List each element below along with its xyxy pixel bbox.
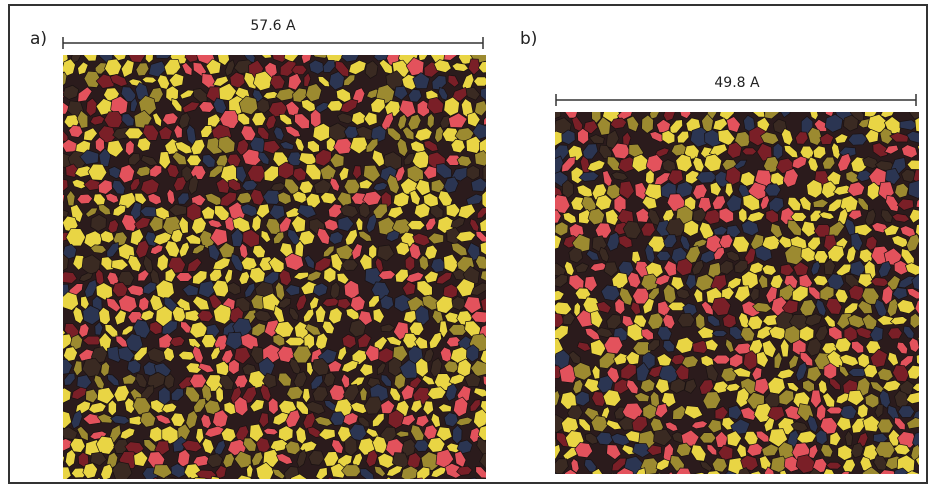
ring xyxy=(405,256,415,271)
page: {"panels": [{"label": "a)", "scale": "57… xyxy=(0,0,935,492)
ring xyxy=(791,213,807,222)
ring xyxy=(440,347,452,362)
figure: a) 57.6 A b) 49.8 A xyxy=(0,0,935,492)
panel-label: b) xyxy=(520,29,537,49)
scale-label: 49.8 A xyxy=(714,75,760,91)
ring xyxy=(742,148,757,155)
ring xyxy=(712,330,727,336)
scale-label: 57.6 A xyxy=(250,18,296,34)
ring xyxy=(187,155,202,166)
panel-label: a) xyxy=(30,29,47,49)
